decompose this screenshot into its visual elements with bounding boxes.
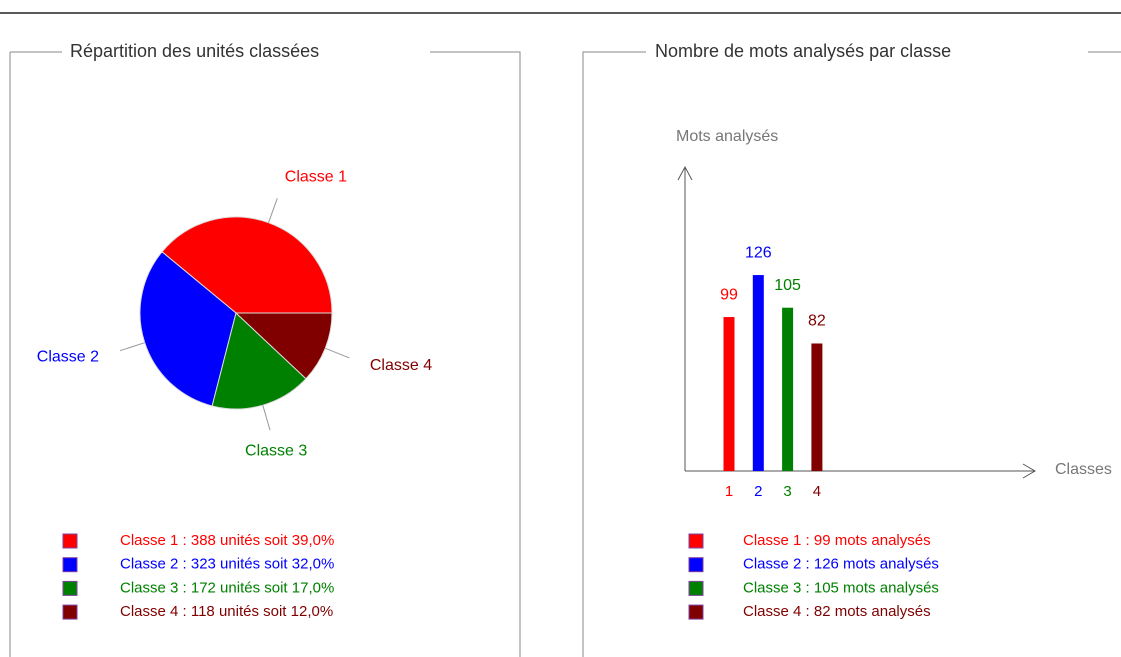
x-tick-label: 3 <box>783 483 791 500</box>
bar <box>782 307 794 471</box>
pie-label: Classe 1 <box>285 169 347 186</box>
x-tick-label: 4 <box>813 483 821 500</box>
legend-swatch <box>688 533 704 549</box>
bar-title: Nombre de mots analysés par classe <box>655 41 951 61</box>
pie-label: Classe 4 <box>370 357 432 374</box>
leader-line <box>268 198 278 223</box>
pie-title: Répartition des unités classées <box>70 41 319 61</box>
legend-swatch <box>62 557 78 573</box>
pie-slice <box>234 312 333 380</box>
legend-text: Classe 3 : 105 mots analysés <box>743 579 939 596</box>
legend-swatch <box>688 557 704 573</box>
pie-slice <box>211 312 307 410</box>
legend-text: Classe 2 : 323 unités soit 32,0% <box>120 556 334 573</box>
legend-swatch <box>688 580 704 596</box>
bar <box>723 317 735 471</box>
x-axis <box>685 463 1036 479</box>
pie-label: Classe 3 <box>245 443 307 460</box>
bar-value-label: 126 <box>745 244 772 261</box>
leader-line <box>325 347 350 359</box>
legend-swatch <box>688 604 704 620</box>
pie-slice <box>161 216 333 314</box>
legend-swatch <box>62 604 78 620</box>
legend-swatch <box>62 533 78 549</box>
y-axis <box>677 165 693 471</box>
leader-line <box>119 342 145 352</box>
group-box-right <box>582 51 1121 657</box>
pie-label: Classe 2 <box>37 349 99 366</box>
legend-text: Classe 3 : 172 unités soit 17,0% <box>120 579 334 596</box>
bar-value-label: 105 <box>774 277 801 294</box>
x-tick-label: 1 <box>725 483 733 500</box>
x-tick-label: 2 <box>754 483 762 500</box>
legend-swatch <box>62 580 78 596</box>
legend-text: Classe 1 : 388 unités soit 39,0% <box>120 532 334 549</box>
legend-text: Classe 4 : 118 unités soit 12,0% <box>120 603 333 620</box>
leader-line <box>262 405 271 431</box>
y-axis-label: Mots analysés <box>676 128 778 145</box>
group-box-left <box>10 51 521 657</box>
bar <box>811 343 823 471</box>
bar-value-label: 99 <box>720 286 738 303</box>
pie-slice <box>139 251 237 407</box>
bar-value-label: 82 <box>808 313 826 330</box>
legend-text: Classe 2 : 126 mots analysés <box>743 556 939 573</box>
x-axis-label: Classes <box>1055 461 1112 478</box>
bar <box>752 275 764 471</box>
legend-text: Classe 4 : 82 mots analysés <box>743 603 931 620</box>
legend-text: Classe 1 : 99 mots analysés <box>743 532 931 549</box>
